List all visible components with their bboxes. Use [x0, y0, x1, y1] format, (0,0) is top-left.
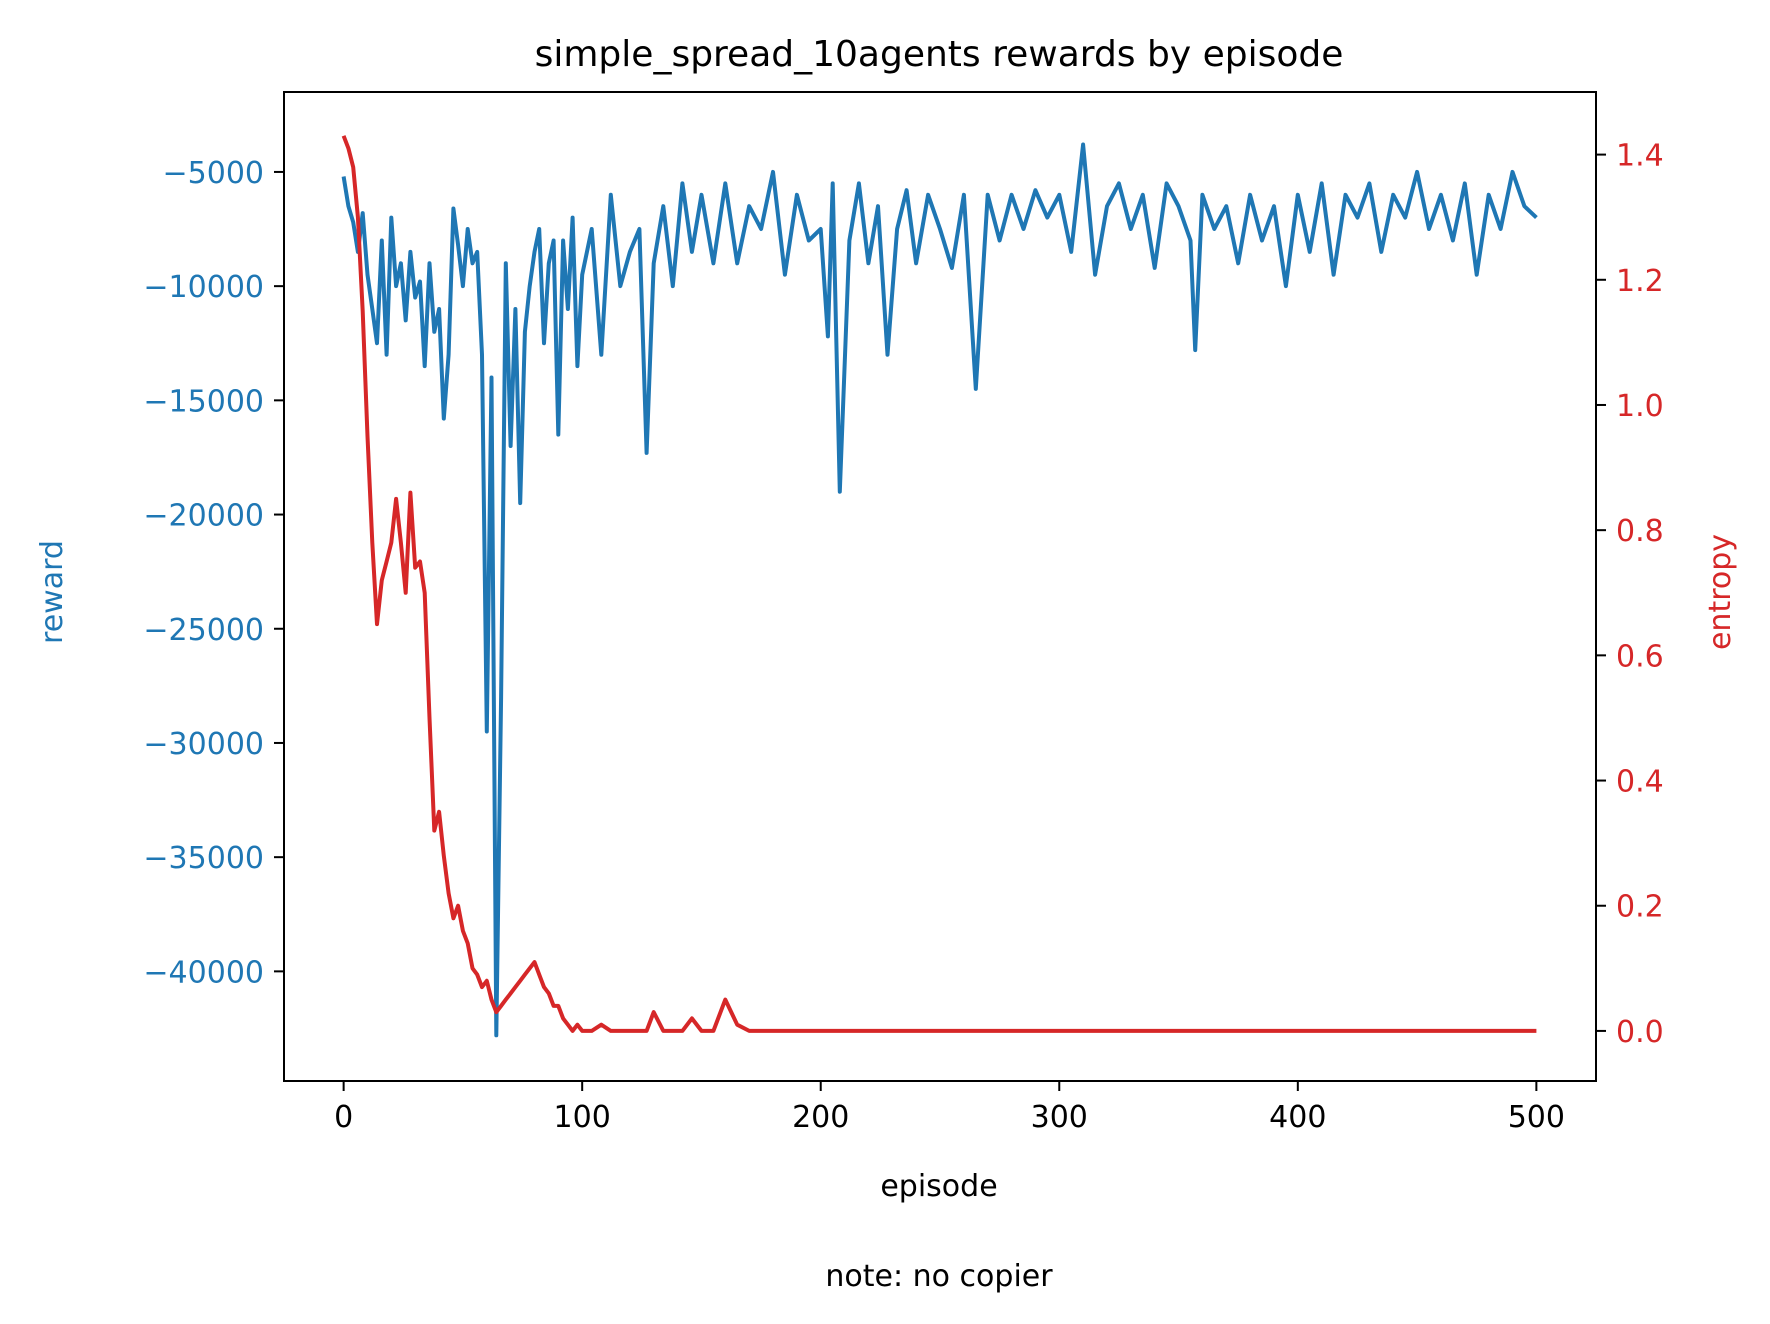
left-y-tick-label: −5000 [163, 156, 264, 191]
x-tick-label: 300 [1031, 1100, 1088, 1135]
right-y-tick-label: 1.4 [1616, 139, 1664, 174]
x-tick-label: 0 [334, 1100, 353, 1135]
right-y-tick-label: 0.0 [1616, 1015, 1664, 1050]
right-y-tick-label: 1.0 [1616, 389, 1664, 424]
left-y-tick-label: −10000 [143, 270, 264, 305]
reward-series-line [341, 142, 1538, 1038]
left-y-axis-label: reward [35, 540, 70, 644]
x-axis-ticks: 0 100 200 300 400 500 [334, 1081, 1565, 1135]
right-y-tick-label: 0.8 [1616, 514, 1664, 549]
x-tick-label: 100 [554, 1100, 611, 1135]
x-tick-label: 400 [1269, 1100, 1326, 1135]
right-y-axis-ticks: 1.4 1.2 1.0 0.8 0.6 0.4 0.2 0.0 [1596, 139, 1664, 1050]
chart-title: simple_spread_10agents rewards by episod… [535, 34, 1344, 75]
x-tick-label: 200 [792, 1100, 849, 1135]
left-y-axis-ticks: −5000 −10000 −15000 −20000 −25000 −30000 −3500… [143, 156, 284, 990]
entropy-series-line [341, 135, 1537, 1033]
left-y-tick-label: −40000 [143, 955, 264, 990]
plot-area [341, 135, 1538, 1038]
axes-frame [283, 91, 1597, 1082]
right-y-tick-label: 1.2 [1616, 264, 1664, 299]
right-y-tick-label: 0.4 [1616, 765, 1664, 800]
figure-note: note: no copier [825, 1259, 1053, 1294]
right-y-tick-label: 0.6 [1616, 639, 1664, 674]
x-tick-label: 500 [1508, 1100, 1565, 1135]
left-y-tick-label: −25000 [143, 613, 264, 648]
right-y-axis-label: entropy [1703, 534, 1738, 650]
right-y-tick-label: 0.2 [1616, 890, 1664, 925]
left-y-tick-label: −20000 [143, 499, 264, 534]
left-y-tick-label: −15000 [143, 384, 264, 419]
left-y-tick-label: −30000 [143, 727, 264, 762]
x-axis-label: episode [880, 1169, 997, 1204]
left-y-tick-label: −35000 [143, 841, 264, 876]
